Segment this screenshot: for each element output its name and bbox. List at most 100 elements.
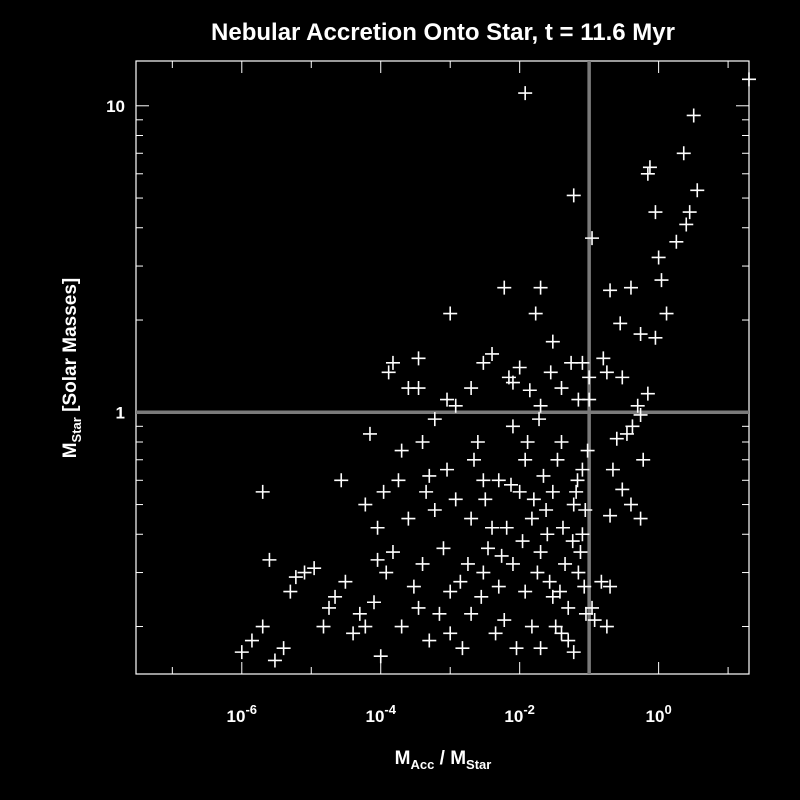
data-point xyxy=(564,355,579,370)
data-point xyxy=(362,426,377,441)
data-point xyxy=(401,511,416,526)
data-point xyxy=(512,484,527,499)
data-point xyxy=(476,473,491,488)
data-point xyxy=(448,398,463,413)
data-point xyxy=(542,574,557,589)
data-point xyxy=(528,306,543,321)
data-point xyxy=(485,520,500,535)
data-point xyxy=(307,561,322,576)
data-point xyxy=(536,468,551,483)
data-point xyxy=(566,188,581,203)
data-point xyxy=(682,205,697,220)
y-tick-label: 1 xyxy=(116,403,125,422)
y-tick-label: 10 xyxy=(106,97,125,116)
data-point xyxy=(543,365,558,380)
data-point xyxy=(491,473,506,488)
data-point xyxy=(554,434,569,449)
data-point xyxy=(654,273,669,288)
data-point xyxy=(497,613,512,628)
data-point xyxy=(512,360,527,375)
data-point xyxy=(316,619,331,634)
data-point xyxy=(427,502,442,517)
data-points xyxy=(234,72,756,668)
data-point xyxy=(522,383,537,398)
data-point xyxy=(599,365,614,380)
data-point xyxy=(518,584,533,599)
data-point xyxy=(328,589,343,604)
data-point xyxy=(578,606,593,621)
data-point xyxy=(524,619,539,634)
data-point xyxy=(505,419,520,434)
data-point xyxy=(599,619,614,634)
data-point xyxy=(255,619,270,634)
data-point xyxy=(555,520,570,535)
data-point xyxy=(561,600,576,615)
y-tick-labels: 1 10 xyxy=(106,97,125,422)
data-point xyxy=(570,473,585,488)
y-axis-ticks xyxy=(136,105,749,628)
data-point xyxy=(578,502,593,517)
data-point xyxy=(367,595,382,610)
data-point xyxy=(548,619,563,634)
data-point xyxy=(633,407,648,422)
data-point xyxy=(582,370,597,385)
data-point xyxy=(545,484,560,499)
plot-frame xyxy=(135,60,750,675)
data-point xyxy=(630,398,645,413)
data-point xyxy=(262,552,277,567)
data-point xyxy=(381,365,396,380)
data-point xyxy=(370,552,385,567)
data-point xyxy=(565,534,580,549)
data-point xyxy=(603,283,618,298)
data-point xyxy=(640,166,655,181)
data-point xyxy=(540,527,555,542)
x-axis-label: MAcc / MStar xyxy=(395,748,492,772)
data-point xyxy=(379,565,394,580)
data-point xyxy=(642,160,657,175)
data-point xyxy=(464,511,479,526)
data-point xyxy=(669,234,684,249)
data-point xyxy=(619,426,634,441)
data-point xyxy=(276,641,291,656)
data-point xyxy=(352,606,367,621)
data-point xyxy=(255,484,270,499)
data-point xyxy=(415,434,430,449)
data-point xyxy=(575,527,590,542)
data-point xyxy=(573,545,588,560)
x-tick-label: 10-6 xyxy=(227,702,257,726)
data-point xyxy=(385,545,400,560)
data-point xyxy=(436,541,451,556)
data-point xyxy=(358,497,373,512)
data-point xyxy=(267,653,282,668)
data-point xyxy=(499,520,514,535)
data-point xyxy=(686,108,701,123)
data-point xyxy=(742,72,756,87)
data-point xyxy=(455,641,470,656)
plot-area xyxy=(135,60,756,675)
data-point xyxy=(448,492,463,507)
data-point xyxy=(518,86,533,101)
data-point xyxy=(640,386,655,401)
data-point xyxy=(603,508,618,523)
data-point xyxy=(443,306,458,321)
data-point xyxy=(391,473,406,488)
data-point xyxy=(575,462,590,477)
data-point xyxy=(577,579,592,594)
data-point xyxy=(419,484,434,499)
data-point xyxy=(432,606,447,621)
data-point xyxy=(443,584,458,599)
data-point xyxy=(283,584,298,599)
data-point xyxy=(481,541,496,556)
data-point xyxy=(503,477,518,492)
data-point xyxy=(550,452,565,467)
data-point xyxy=(476,355,491,370)
data-point xyxy=(505,375,520,390)
data-point xyxy=(533,545,548,560)
data-point xyxy=(679,217,694,232)
data-point xyxy=(476,565,491,580)
data-point xyxy=(394,619,409,634)
data-point xyxy=(297,565,312,580)
data-point xyxy=(561,633,576,648)
data-point xyxy=(466,452,481,467)
